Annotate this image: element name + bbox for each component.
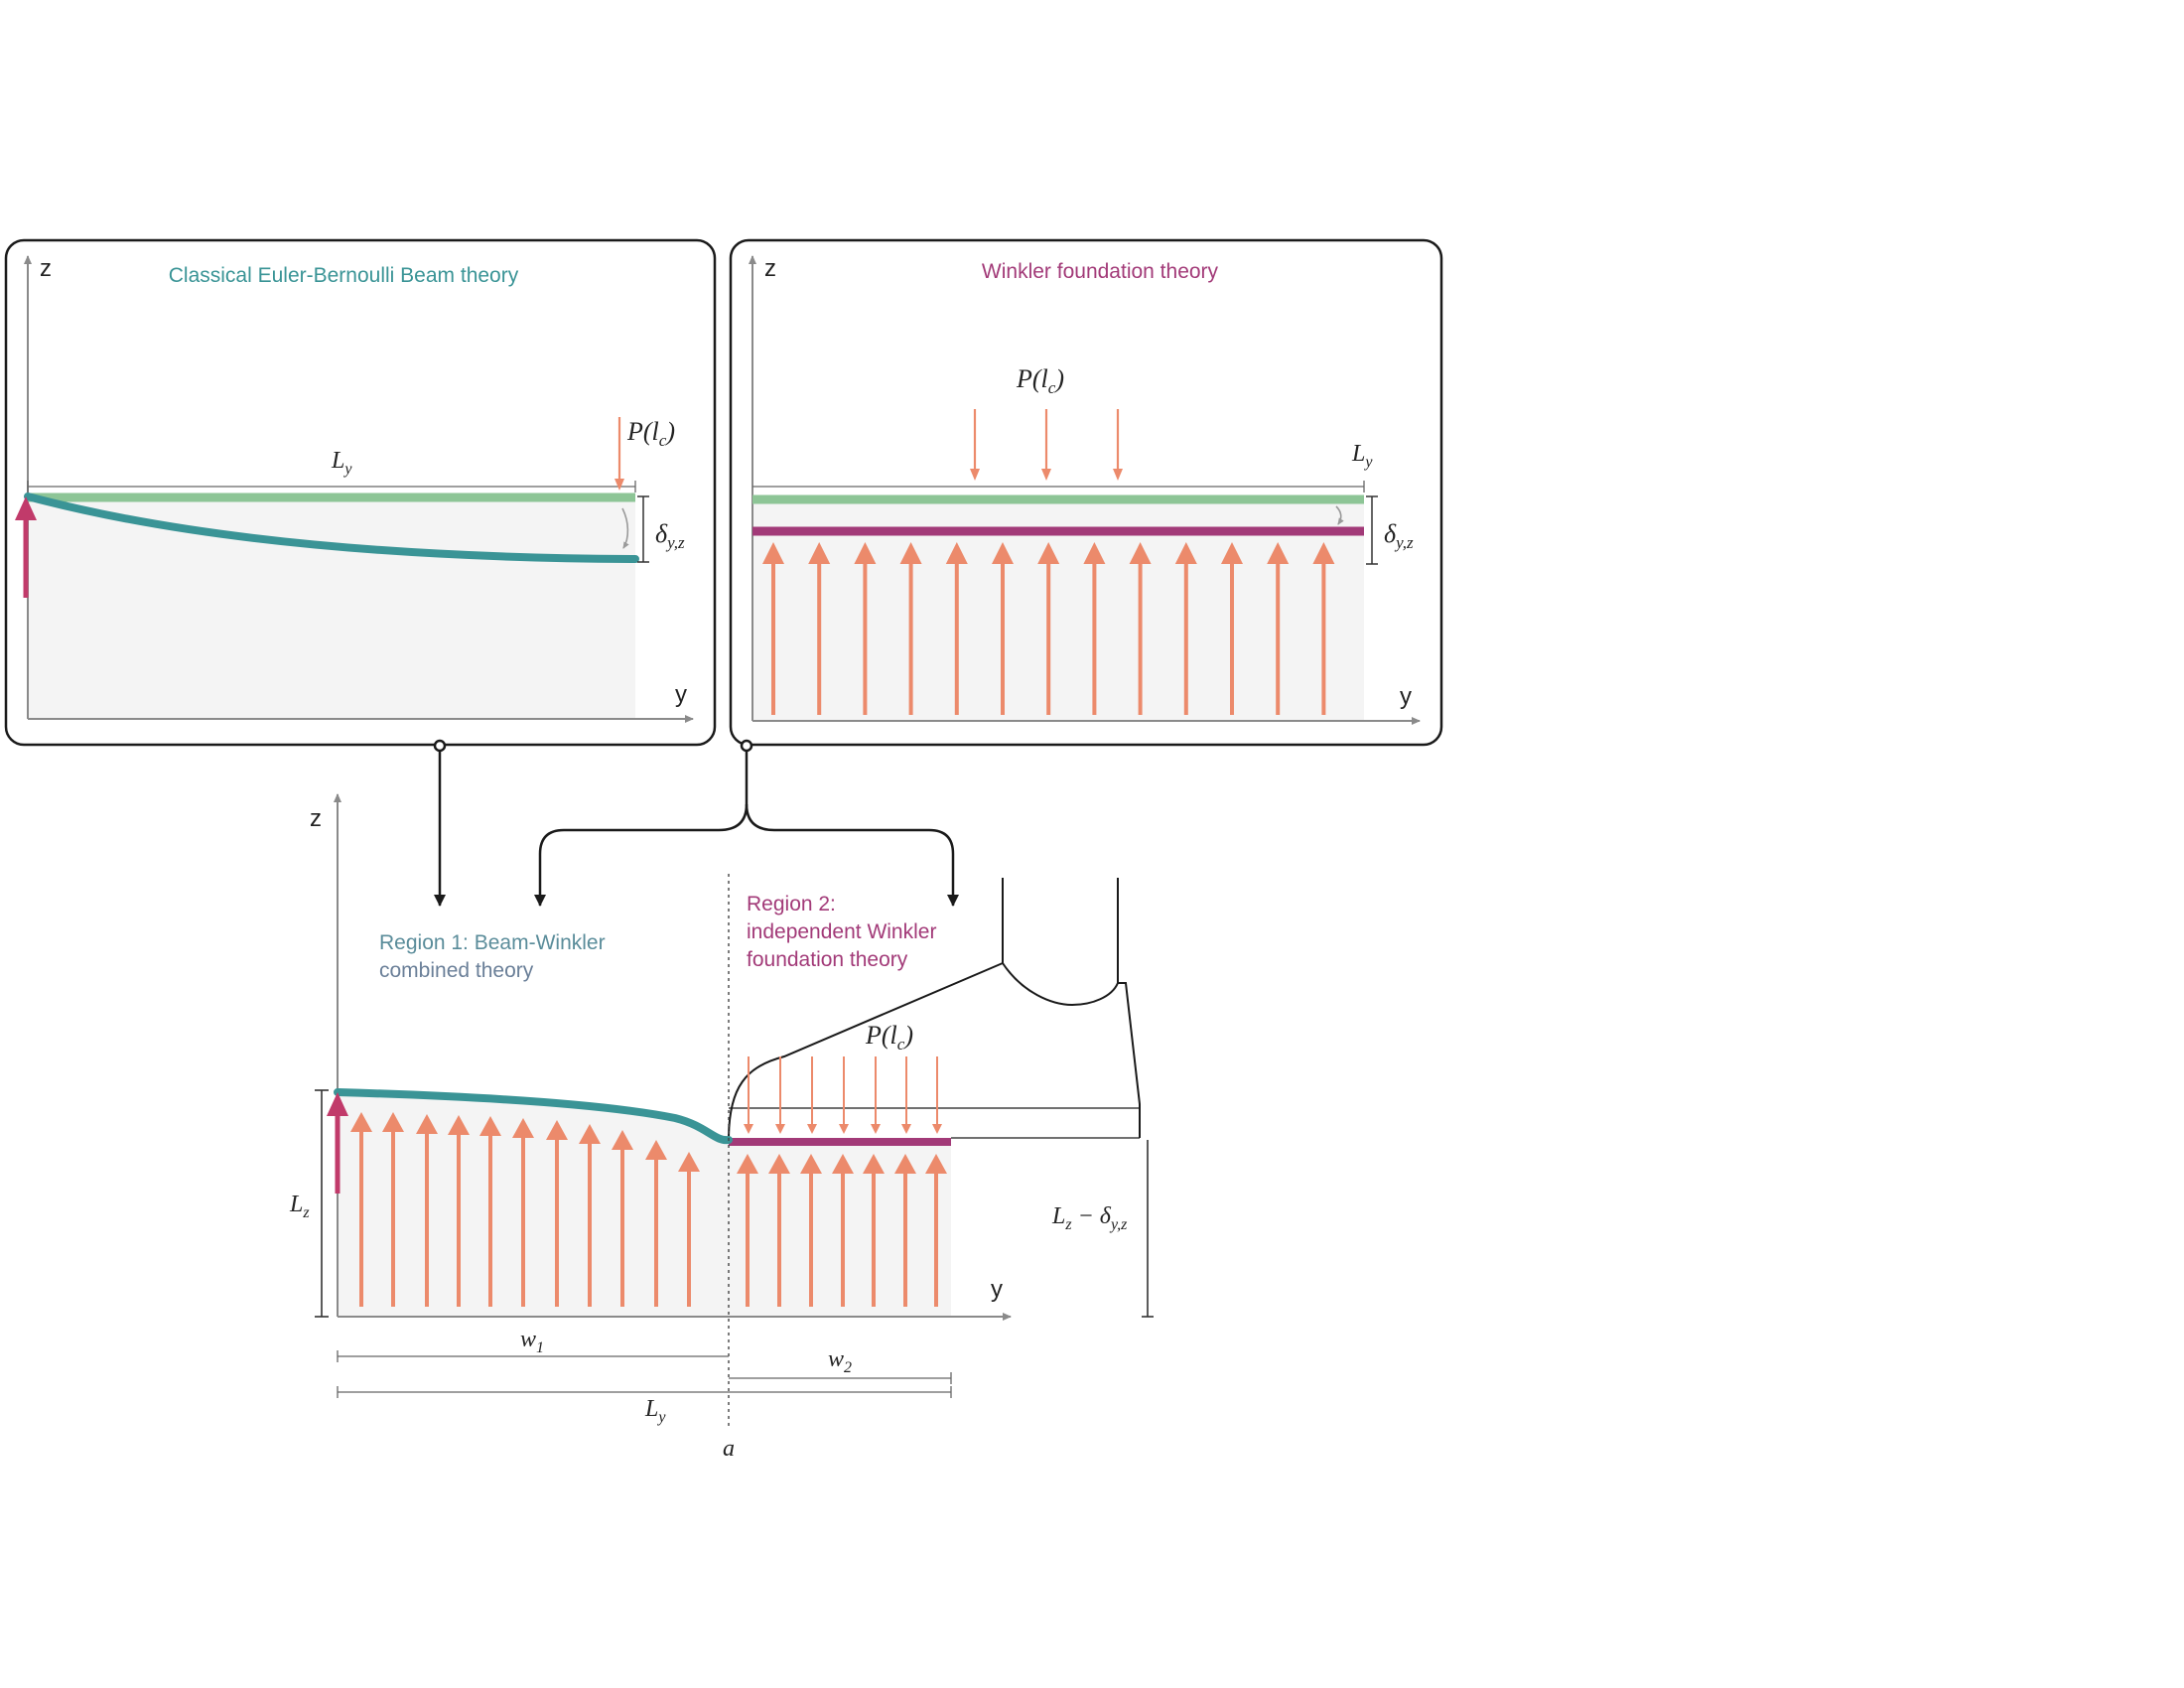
w1-label: w1 — [520, 1327, 544, 1356]
region-1-label: Region 1: Beam-Winkler combined theory — [379, 931, 611, 982]
load-arrow-head — [871, 1124, 881, 1134]
foundation-arrow-head — [1221, 542, 1243, 564]
combined-diagram: z y Region 1: Beam-Winkler combined theo… — [289, 793, 1154, 1462]
foundation-arrow-head — [1267, 542, 1290, 564]
panel-euler-bernoulli: z y Classical Euler-Bernoulli Beam theor… — [4, 238, 717, 753]
load-arrow-head — [775, 1124, 785, 1134]
connector-node — [740, 739, 753, 753]
panel-frame — [4, 238, 717, 747]
y-axis-label: y — [991, 1276, 1003, 1303]
load-arrow-head — [932, 1124, 942, 1134]
foundation-arrow-head — [1037, 542, 1060, 564]
foundation-arrow-head — [546, 1120, 568, 1140]
foundation-arrow-head — [579, 1124, 601, 1144]
load-arrow-head — [807, 1124, 817, 1134]
foundation-arrow-head — [1174, 542, 1197, 564]
panel-winkler: z y Winkler foundation theory Ly P(lc) δ… — [729, 238, 1443, 753]
load-arrow-head — [839, 1124, 849, 1134]
foundation-arrow-head — [762, 542, 784, 564]
foundation-arrow-head — [832, 1154, 854, 1174]
foundation-arrow-head — [854, 542, 877, 564]
foundation-arrow-head — [382, 1112, 404, 1132]
w2-label: w2 — [828, 1346, 852, 1376]
y-axis-label: y — [1400, 683, 1412, 710]
foundation-arrow-head — [768, 1154, 790, 1174]
foundation-arrow-head — [1312, 542, 1335, 564]
foundation-arrow-head — [479, 1116, 501, 1136]
region-2-foundation-arrows — [737, 1154, 947, 1307]
region-1-foundation-arrows — [350, 1112, 700, 1307]
foundation-arrow-head — [448, 1115, 470, 1135]
height-label: Lz — [289, 1192, 310, 1221]
foundation-arrow-head — [612, 1130, 633, 1150]
foundation-arrow-head — [416, 1114, 438, 1134]
foundation-reaction-arrows — [762, 542, 1335, 715]
z-axis-label: z — [40, 255, 52, 282]
z-axis-label: z — [310, 805, 322, 832]
length-label: Ly — [1351, 441, 1373, 471]
foundation-arrow-head — [350, 1112, 372, 1132]
shoe-load-arrows — [744, 1056, 942, 1134]
connector-arrows — [434, 751, 959, 907]
panel-title: Classical Euler-Bernoulli Beam theory — [169, 264, 519, 287]
load-label: P(lc) — [1016, 364, 1064, 397]
shoe-outline — [728, 878, 1141, 1141]
load-arrow-head — [901, 1124, 911, 1134]
connector-node — [433, 739, 447, 753]
foundation-arrow-head — [512, 1118, 534, 1138]
deflection-hint-arrow — [621, 507, 629, 549]
region-1-beam — [334, 1088, 733, 1145]
reduced-height-label: Lz − δy,z — [1051, 1203, 1128, 1233]
deflected-beam — [24, 492, 639, 563]
z-axis-label: z — [764, 255, 776, 282]
panel-title: Winkler foundation theory — [982, 260, 1219, 283]
foundation-arrow-head — [992, 542, 1014, 564]
y-axis-label: y — [675, 681, 687, 708]
shaded-region — [338, 1138, 951, 1317]
foundation-arrow-head — [678, 1152, 700, 1172]
load-label: P(lc) — [865, 1021, 913, 1054]
foundation-arrow-head — [899, 542, 922, 564]
foundation-arrow-head — [1129, 542, 1152, 564]
foundation-arrow-head — [737, 1154, 758, 1174]
load-label: P(lc) — [626, 417, 675, 450]
foundation-arrow-head — [808, 542, 831, 564]
foundation-arrow-head — [945, 542, 968, 564]
boundary-label: a — [723, 1436, 735, 1462]
deflection-hint-arrow — [1335, 505, 1344, 525]
deflection-label: δy,z — [655, 519, 685, 552]
total-length-label: Ly — [644, 1396, 666, 1426]
length-label: Ly — [331, 448, 352, 478]
foundation-arrow-head — [1083, 542, 1106, 564]
foundation-arrow-head — [925, 1154, 947, 1174]
foundation-arrow-head — [800, 1154, 822, 1174]
load-arrow-head — [744, 1124, 753, 1134]
foundation-arrow-head — [863, 1154, 885, 1174]
foundation-arrow-head — [894, 1154, 916, 1174]
distributed-load-arrows — [970, 409, 1123, 481]
foundation-arrow-head — [645, 1140, 667, 1160]
region-2-label: Region 2: independent Winkler foundation… — [747, 893, 942, 971]
deflection-label: δy,z — [1384, 519, 1414, 552]
panel-frame — [729, 238, 1443, 747]
